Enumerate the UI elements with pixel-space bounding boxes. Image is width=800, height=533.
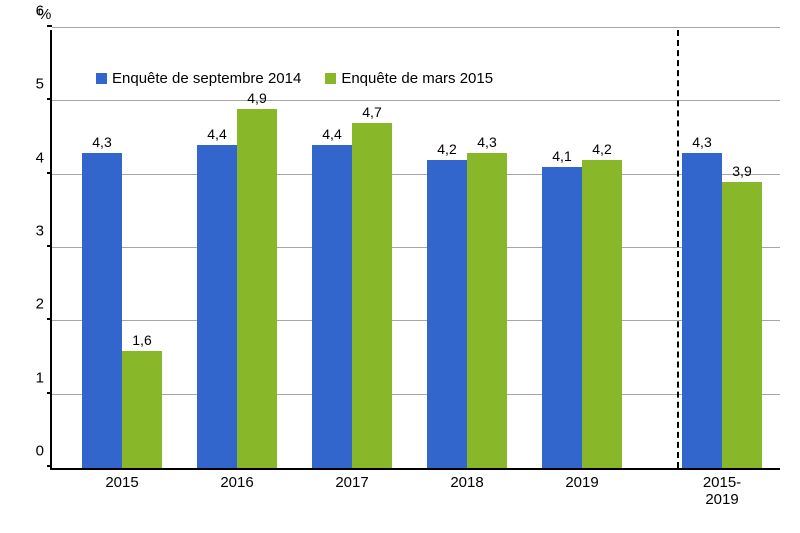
x-tick-label: 2015-2019 xyxy=(682,474,762,509)
bar-value-label: 4,3 xyxy=(477,134,496,150)
bar-series-a: 4,4 xyxy=(197,145,237,468)
bar-value-label: 1,6 xyxy=(132,332,151,348)
bar-group: 4,31,62015 xyxy=(82,30,162,468)
x-tick-label: 2016 xyxy=(197,474,277,491)
bar-value-label: 3,9 xyxy=(732,163,751,179)
bar-value-label: 4,7 xyxy=(362,104,381,120)
y-tick-mark xyxy=(47,25,52,27)
y-tick-mark xyxy=(47,318,52,320)
bar-series-b: 4,7 xyxy=(352,123,392,468)
bar-series-b: 4,3 xyxy=(467,153,507,468)
bar-value-label: 4,3 xyxy=(692,134,711,150)
bar-group: 4,44,72017 xyxy=(312,30,392,468)
y-tick-mark xyxy=(47,172,52,174)
bar-series-a: 4,2 xyxy=(427,160,467,468)
y-tick-label: 5 xyxy=(36,76,44,93)
y-tick-label: 1 xyxy=(36,369,44,386)
legend-swatch xyxy=(96,73,107,84)
legend-item: Enquête de septembre 2014 xyxy=(96,70,301,87)
bar-group: 4,33,92015-2019 xyxy=(682,30,762,468)
x-tick-label: 2018 xyxy=(427,474,507,491)
bar-series-b: 1,6 xyxy=(122,351,162,468)
y-tick-label: 4 xyxy=(36,149,44,166)
bar-value-label: 4,3 xyxy=(92,134,111,150)
y-tick-label: 3 xyxy=(36,223,44,240)
legend: Enquête de septembre 2014 Enquête de mars… xyxy=(92,68,497,89)
x-tick-label: 2015 xyxy=(82,474,162,491)
bar-value-label: 4,4 xyxy=(322,126,341,142)
y-tick-label: 0 xyxy=(36,443,44,460)
bar-group: 4,14,22019 xyxy=(542,30,622,468)
bar-group: 4,24,32018 xyxy=(427,30,507,468)
bar-series-a: 4,3 xyxy=(682,153,722,468)
bar-series-b: 3,9 xyxy=(722,182,762,468)
y-tick-mark xyxy=(47,465,52,467)
bar-series-b: 4,9 xyxy=(237,109,277,468)
legend-label: Enquête de mars 2015 xyxy=(341,70,493,87)
plot-area: 01234564,31,620154,44,920164,44,720174,2… xyxy=(50,30,780,470)
bar-value-label: 4,2 xyxy=(437,141,456,157)
legend-swatch xyxy=(325,73,336,84)
legend-label: Enquête de septembre 2014 xyxy=(112,70,301,87)
bar-series-a: 4,1 xyxy=(542,167,582,468)
legend-item: Enquête de mars 2015 xyxy=(325,70,493,87)
grid-line xyxy=(52,27,780,28)
bar-group: 4,44,92016 xyxy=(197,30,277,468)
bar-value-label: 4,2 xyxy=(592,141,611,157)
y-tick-mark xyxy=(47,392,52,394)
bar-value-label: 4,4 xyxy=(207,126,226,142)
y-tick-mark xyxy=(47,98,52,100)
x-tick-label: 2017 xyxy=(312,474,392,491)
y-tick-label: 6 xyxy=(36,3,44,20)
y-tick-mark xyxy=(47,245,52,247)
x-tick-label: 2019 xyxy=(542,474,622,491)
bar-series-b: 4,2 xyxy=(582,160,622,468)
bar-series-a: 4,3 xyxy=(82,153,122,468)
chart-container: % 01234564,31,620154,44,920164,44,720174… xyxy=(0,0,800,533)
bar-value-label: 4,9 xyxy=(247,90,266,106)
bar-series-a: 4,4 xyxy=(312,145,352,468)
section-divider xyxy=(677,30,679,468)
y-tick-label: 2 xyxy=(36,296,44,313)
bar-value-label: 4,1 xyxy=(552,148,571,164)
